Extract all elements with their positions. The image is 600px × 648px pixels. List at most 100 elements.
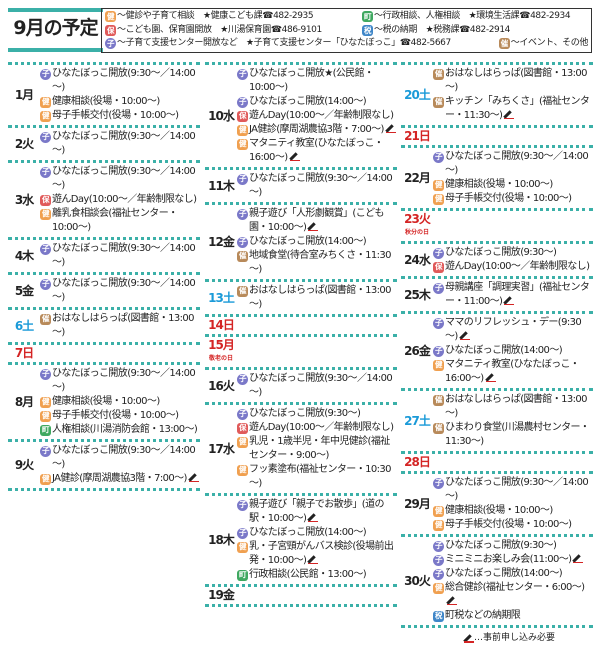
event-label: ひなたぼっこ開放(9:30～／14:00～) xyxy=(52,278,196,303)
day-label: 25木 xyxy=(401,288,433,302)
ko-category-icon: 子 xyxy=(237,208,248,220)
day-number: 24水 xyxy=(404,252,431,267)
ken-category-icon: 健 xyxy=(40,110,51,122)
event-label: ひなたぼっこ開放(14:00～) xyxy=(249,96,367,107)
event-text: 健康相談(役場・10:00～) xyxy=(52,95,160,109)
event-item: 保遊んDay(10:00～／年齢制限なし) xyxy=(40,193,200,207)
day-events: 子ひなたぼっこ開放(9:30～／14:00～) xyxy=(237,172,397,200)
ho-category-icon: 保 xyxy=(40,194,51,206)
event-label: 母子手帳交付(役場・10:00～) xyxy=(445,519,572,530)
day-events: 子ひなたぼっこ開放(9:30～／14:00～) 健健康相談(役場・10:00～) 健… xyxy=(433,150,593,206)
event-label: おはなしはらっぱ(図書館・13:00～) xyxy=(249,285,392,310)
ho-category-icon: 保 xyxy=(105,24,116,36)
day-label: 20土 xyxy=(401,88,433,102)
event-item: 保遊んDay(10:00～／年齢制限なし) xyxy=(237,109,397,123)
event-item: 健マタニティ教室(ひなたぼっこ・16:00～) xyxy=(237,137,397,165)
day-label: 11木 xyxy=(205,178,237,193)
event-text: ひなたぼっこ開放(9:30～／14:00～) xyxy=(52,165,200,193)
event-text: ひなたぼっこ開放★(公民館・10:00～) xyxy=(249,67,397,95)
day-row: 28日 xyxy=(401,451,593,471)
sai-category-icon: 催 xyxy=(433,422,444,434)
day-events: 子ひなたぼっこ開放(9:30～) 子ミニミニお楽しみ会(11:00～) 子ひなたぼっ… xyxy=(433,539,593,623)
event-text: 遊んDay(10:00～／年齢制限なし) xyxy=(445,260,590,274)
pen-icon xyxy=(573,554,584,563)
event-text: 行政相談(公民館・13:00～) xyxy=(249,568,367,582)
day-number: 18木 xyxy=(208,532,235,547)
sai-category-icon: 催 xyxy=(237,285,248,297)
footer-text: …事前申し込み必要 xyxy=(474,633,556,643)
day-label: 10水 xyxy=(205,109,237,123)
day-label: 9火 xyxy=(8,458,40,472)
event-label: 地域食堂(待合室みちくさ・11:30～) xyxy=(249,250,392,275)
ko-category-icon: 子 xyxy=(433,540,444,552)
day-row: 11木子ひなたぼっこ開放(9:30～／14:00～) xyxy=(205,167,397,202)
legend-row: 子～子育て支援センター開放など ★子育て支援センター「ひなたぼっこ」☎482-5… xyxy=(105,37,588,51)
sai-category-icon: 催 xyxy=(40,313,51,325)
legend-text: ～健診や子育て相談 ★健康こども課☎482-2935 xyxy=(117,11,314,21)
event-label: ひなたぼっこ開放(14:00～) xyxy=(249,236,367,247)
ko-category-icon: 子 xyxy=(433,554,444,566)
event-item: 税町税などの納期限 xyxy=(433,609,593,623)
event-item: 健健康相談(役場・10:00～) xyxy=(433,178,593,192)
event-text: 母子手帳交付(役場・10:00～) xyxy=(52,109,179,123)
event-item: 健離乳食相談会(福祉センター・10:00～) xyxy=(40,207,200,235)
event-label: ひなたぼっこ開放(14:00～) xyxy=(445,345,563,356)
event-item: 健母子手帳交付(役場・10:00～) xyxy=(40,409,200,423)
event-item: 子ひなたぼっこ開放(9:30～) xyxy=(433,539,593,553)
holiday-name: 秋分の日 xyxy=(404,229,429,236)
event-item: 健健康相談(役場・10:00～) xyxy=(40,395,200,409)
pen-icon xyxy=(188,473,199,482)
day-events: 子ひなたぼっこ開放(9:30～／14:00～) 健健康相談(役場・10:00～) 健… xyxy=(40,67,200,123)
event-text: 母子手帳交付(役場・10:00～) xyxy=(52,409,179,423)
day-row: 26金子ママのリフレッシュ・デー(9:30～) 子ひなたぼっこ開放(14:00～)… xyxy=(401,311,593,388)
event-item: 催地域食堂(待合室みちくさ・11:30～) xyxy=(237,249,397,277)
ko-category-icon: 子 xyxy=(237,499,248,511)
ko-category-icon: 子 xyxy=(433,282,444,294)
day-events: 子ひなたぼっこ開放(9:30～／14:00～) xyxy=(40,277,200,305)
title-bar-top xyxy=(8,8,103,12)
day-number: 11木 xyxy=(208,178,235,193)
day-number: 6土 xyxy=(14,318,34,333)
event-text: おはなしはらっぱ(図書館・13:00～) xyxy=(445,393,593,421)
day-label: 18木 xyxy=(205,532,237,547)
legend-text: ～こども園、保育園開放 ★川湯保育園☎486-9101 xyxy=(117,24,322,35)
ken-category-icon: 健 xyxy=(40,410,51,422)
event-label: ひなたぼっこ開放★(公民館・10:00～) xyxy=(249,68,374,93)
event-item: 子ひなたぼっこ開放(9:30～／14:00～) xyxy=(40,67,200,95)
event-item: 健母子手帳交付(役場・10:00～) xyxy=(433,192,593,206)
event-label: ひなたぼっこ開放(14:00～) xyxy=(445,568,563,579)
day-number: 29月 xyxy=(404,496,431,511)
event-text: ひなたぼっこ開放(9:30～／14:00～) xyxy=(52,444,200,472)
day-label: 3水 xyxy=(8,193,40,207)
event-label: ママのリフレッシュ・デー(9:30～) xyxy=(445,317,582,342)
event-text: キッチン「みちくさ」(福祉センター・11:30～) xyxy=(445,95,593,123)
day-row: 19金 xyxy=(205,584,397,607)
day-row: 20土催おはなしはらっぱ(図書館・13:00～) 催キッチン「みちくさ」(福祉セン… xyxy=(401,62,593,125)
event-item: 子ひなたぼっこ開放(9:30～／14:00～) xyxy=(237,372,397,400)
page-title: 9月の予定 xyxy=(13,17,98,39)
event-text: ミニミニお楽しみ会(11:00～) xyxy=(445,553,584,567)
pen-icon xyxy=(464,634,474,643)
legend-text: ～子育て支援センター開放など ★子育て支援センター「ひなたぼっこ」☎482-56… xyxy=(117,38,451,48)
ken-category-icon: 健 xyxy=(105,11,116,23)
event-label: マタニティ教室(ひなたぼっこ・16:00～) xyxy=(445,359,580,384)
day-row: 12金子親子遊び「人形劇観賞」(こども園・10:00～) 子ひなたぼっこ開放(14… xyxy=(205,202,397,279)
event-item: 子ひなたぼっこ開放(9:30～／14:00～) xyxy=(40,165,200,193)
event-label: 遊んDay(10:00～／年齢制限なし) xyxy=(445,261,590,272)
event-text: 総合健診(福祉センター・6:00～) xyxy=(445,581,593,609)
calendar-column-1: 1月子ひなたぼっこ開放(9:30～／14:00～) 健健康相談(役場・10:00～… xyxy=(8,62,200,491)
event-text: ひなたぼっこ開放(9:30～／14:00～) xyxy=(249,372,397,400)
event-label: 町税などの納期限 xyxy=(445,610,521,621)
day-label: 27土 xyxy=(401,414,433,428)
ko-category-icon: 子 xyxy=(40,166,51,178)
event-item: 催ひまわり食堂(川湯農村センター・11:30～) xyxy=(433,421,593,449)
event-text: ひなたぼっこ開放(9:30～／14:00～) xyxy=(52,277,200,305)
event-label: 母子手帳交付(役場・10:00～) xyxy=(52,410,179,421)
event-item: 子ひなたぼっこ開放(9:30～／14:00～) xyxy=(40,130,200,158)
event-label: 遊んDay(10:00～／年齢制限なし) xyxy=(249,110,394,121)
event-text: 乳児・1歳半児・年中児健診(福祉センター・9:00～) xyxy=(249,435,397,463)
holiday-name: 敬老の日 xyxy=(208,355,233,362)
ken-category-icon: 健 xyxy=(237,124,248,136)
event-text: ひなたぼっこ開放(9:30～／14:00～) xyxy=(52,242,200,270)
event-item: 子ひなたぼっこ開放★(公民館・10:00～) xyxy=(237,67,397,95)
